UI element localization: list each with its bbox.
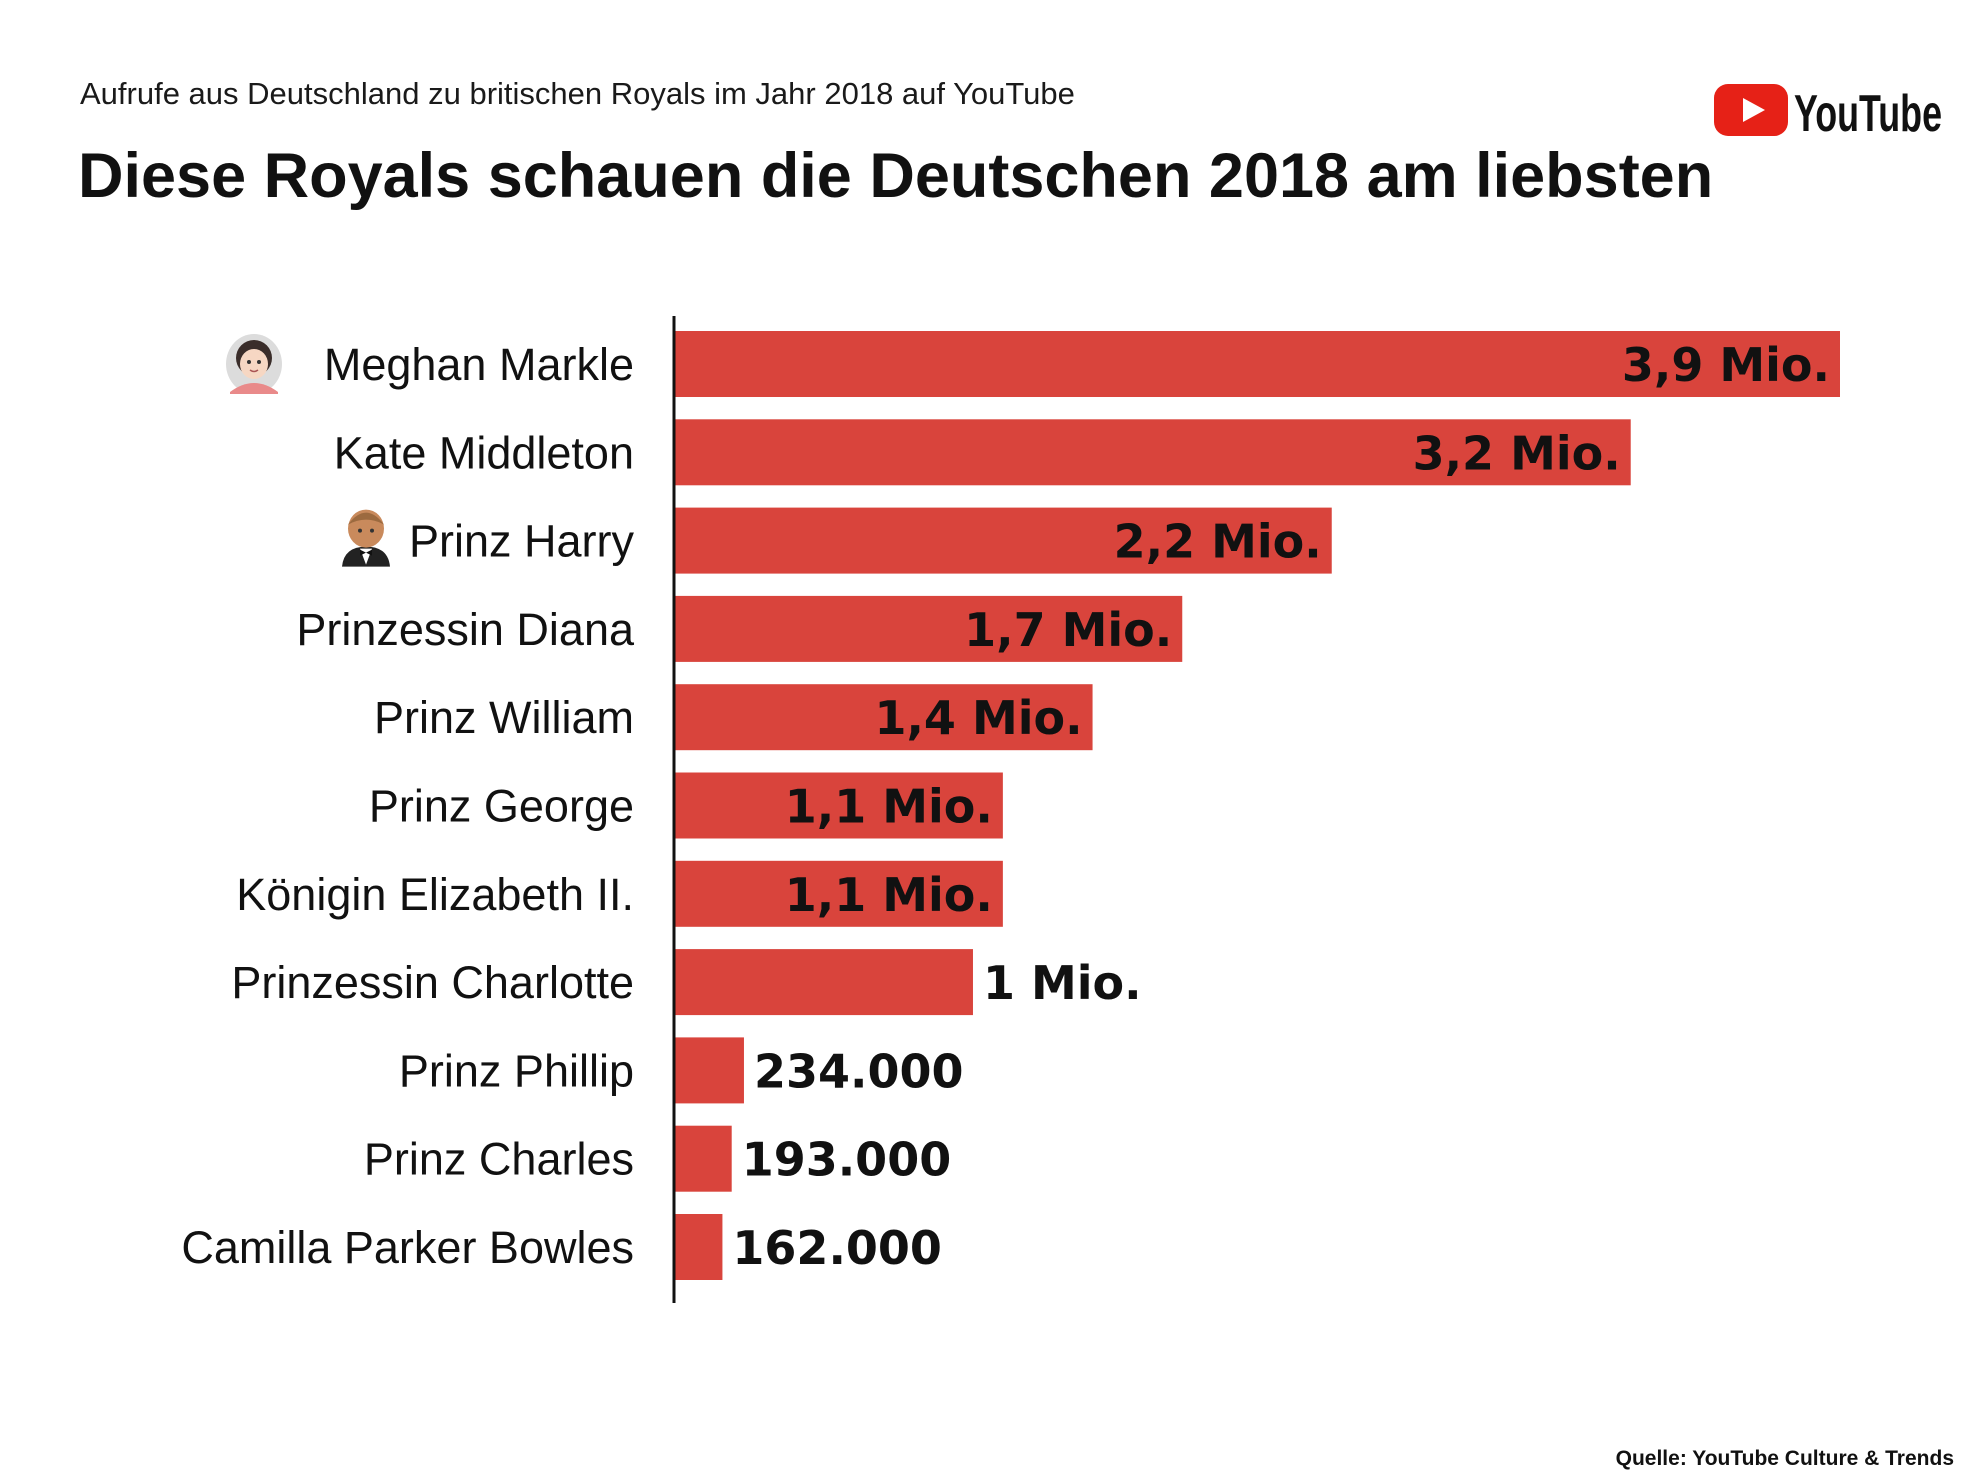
- value-label: 3,9 Mio.: [1622, 338, 1830, 392]
- value-label: 1,4 Mio.: [874, 691, 1082, 745]
- bar-8: [674, 949, 973, 1016]
- category-label: Kate Middleton: [334, 427, 634, 478]
- svg-text:YouTube: YouTube: [1794, 85, 1942, 143]
- category-label: Prinzessin Diana: [296, 604, 635, 655]
- value-label: 234.000: [754, 1044, 964, 1098]
- category-label: Königin Elizabeth II.: [236, 869, 634, 920]
- category-label: Prinz Harry: [409, 516, 635, 567]
- bar-4: [674, 595, 1183, 662]
- bar-3: [674, 507, 1332, 574]
- value-label: 1,1 Mio.: [785, 780, 993, 834]
- bar-5: [674, 684, 1093, 751]
- bar-7: [674, 860, 1003, 927]
- category-label: Camilla Parker Bowles: [181, 1222, 634, 1273]
- value-label: 1 Mio.: [983, 956, 1142, 1010]
- category-label: Prinz George: [369, 781, 634, 832]
- category-label: Prinz William: [374, 692, 634, 743]
- bar-9: [674, 1037, 744, 1104]
- bar-6: [674, 772, 1003, 839]
- category-label: Prinz Phillip: [399, 1045, 634, 1096]
- bar-2: [674, 419, 1631, 486]
- source-note: Quelle: YouTube Culture & Trends: [1615, 1447, 1954, 1470]
- bar-11: [674, 1214, 723, 1280]
- category-label: Prinz Charles: [364, 1134, 634, 1185]
- chart-subtitle: Aufrufe aus Deutschland zu britischen Ro…: [80, 76, 1075, 111]
- value-label: 3,2 Mio.: [1413, 426, 1621, 480]
- bride-emoji-icon: [226, 334, 282, 394]
- value-label: 1,7 Mio.: [964, 603, 1172, 657]
- category-label: Prinzessin Charlotte: [231, 957, 634, 1008]
- category-label: Meghan Markle: [324, 339, 634, 390]
- chart-title: Diese Royals schauen die Deutschen 2018 …: [78, 141, 1714, 211]
- bar-1: [674, 331, 1840, 397]
- groom-emoji-icon: [342, 509, 390, 567]
- value-label: 162.000: [732, 1221, 942, 1275]
- value-label: 1,1 Mio.: [785, 868, 993, 922]
- youtube-logo: YouTube: [1714, 62, 1954, 156]
- bar-10: [674, 1125, 732, 1192]
- value-label: 2,2 Mio.: [1114, 515, 1322, 569]
- value-label: 193.000: [742, 1133, 952, 1187]
